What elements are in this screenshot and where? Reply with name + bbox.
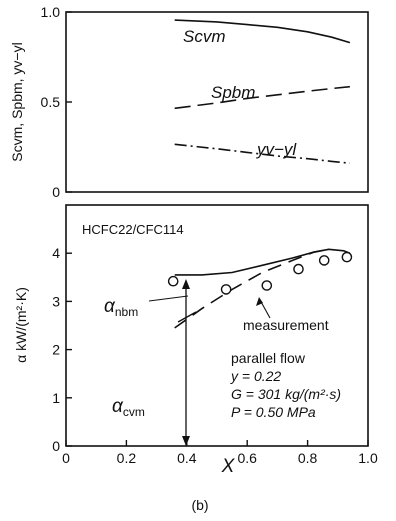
measurement-point	[220, 284, 232, 295]
measurement-label: measurement	[243, 317, 329, 333]
bottom-y-axis-label: α kW/(m²·K)	[13, 287, 29, 363]
annotation-p: P = 0.50 MPa	[231, 404, 316, 420]
bottom-series	[167, 248, 353, 329]
x-tick-label: 0	[62, 450, 70, 466]
top-y-axis-label: Scvm, Spbm, yv−yl	[9, 42, 25, 161]
measurement-point	[167, 275, 179, 287]
x-tick-label: 1.0	[358, 450, 378, 466]
measurement-point	[341, 251, 353, 263]
figure-caption: (b)	[191, 497, 208, 513]
bottom-y-tick-label: 0	[52, 438, 60, 454]
bottom-y-tick-label: 3	[52, 293, 60, 309]
x-tick-label: 0.2	[117, 450, 137, 466]
x-tick-label: 0.6	[237, 450, 257, 466]
bottom-y-tick-label: 2	[52, 342, 60, 358]
series-yv-yl-line	[174, 143, 350, 164]
series-scvm-line	[174, 19, 351, 44]
series-label-scvm: Scvm	[183, 27, 226, 46]
annotation-y: y = 0.22	[230, 368, 281, 384]
measurement-point	[318, 255, 330, 266]
top-y-ticks: 0 0.5 1.0	[41, 4, 72, 200]
bottom-panel: 0 1 2 3 4 0 0.2 0.4 0.6 0.8 1.0 HCFC22/CFC114 α k…	[13, 204, 378, 477]
alpha-cvm-arrow	[177, 279, 197, 446]
measurement-arrowhead	[256, 297, 263, 306]
annotation-parallel-flow: parallel flow	[231, 350, 306, 366]
series-alpha-nbm-line	[174, 248, 329, 329]
alpha-nbm-leader	[148, 295, 189, 302]
x-axis-label: X	[221, 456, 236, 477]
bottom-y-tick-label: 4	[52, 245, 60, 261]
top-y-tick-label: 0.5	[41, 94, 61, 110]
x-tick-label: 0.8	[298, 450, 318, 466]
top-series	[174, 19, 351, 164]
annotation-g: G = 301 kg/(m²·s)	[231, 386, 341, 402]
bottom-y-ticks: 0 1 2 3 4	[52, 245, 72, 454]
measurement-point	[261, 280, 273, 291]
measurement-point	[293, 263, 304, 275]
series-label-yv-yl: yv−yl	[256, 140, 297, 159]
alpha-nbm-label: αnbm	[104, 296, 138, 319]
alpha-cvm-label: αcvm	[112, 396, 145, 419]
top-panel: 0 0.5 1.0 Scvm, Spbm, yv−yl Scvm Spbm yv−y…	[9, 4, 369, 200]
bottom-x-ticks: 0 0.2 0.4 0.6 0.8 1.0	[62, 440, 378, 466]
chart-title: HCFC22/CFC114	[82, 222, 184, 237]
series-alpha-cvm-line	[174, 248, 351, 276]
series-spbm-line	[174, 85, 350, 110]
bottom-y-tick-label: 1	[52, 390, 60, 406]
top-y-tick-label: 0	[52, 184, 60, 200]
series-label-spbm: Spbm	[211, 83, 255, 102]
bottom-panel-frame	[65, 204, 369, 447]
x-tick-label: 0.4	[177, 450, 197, 466]
top-y-tick-label: 1.0	[41, 4, 61, 20]
